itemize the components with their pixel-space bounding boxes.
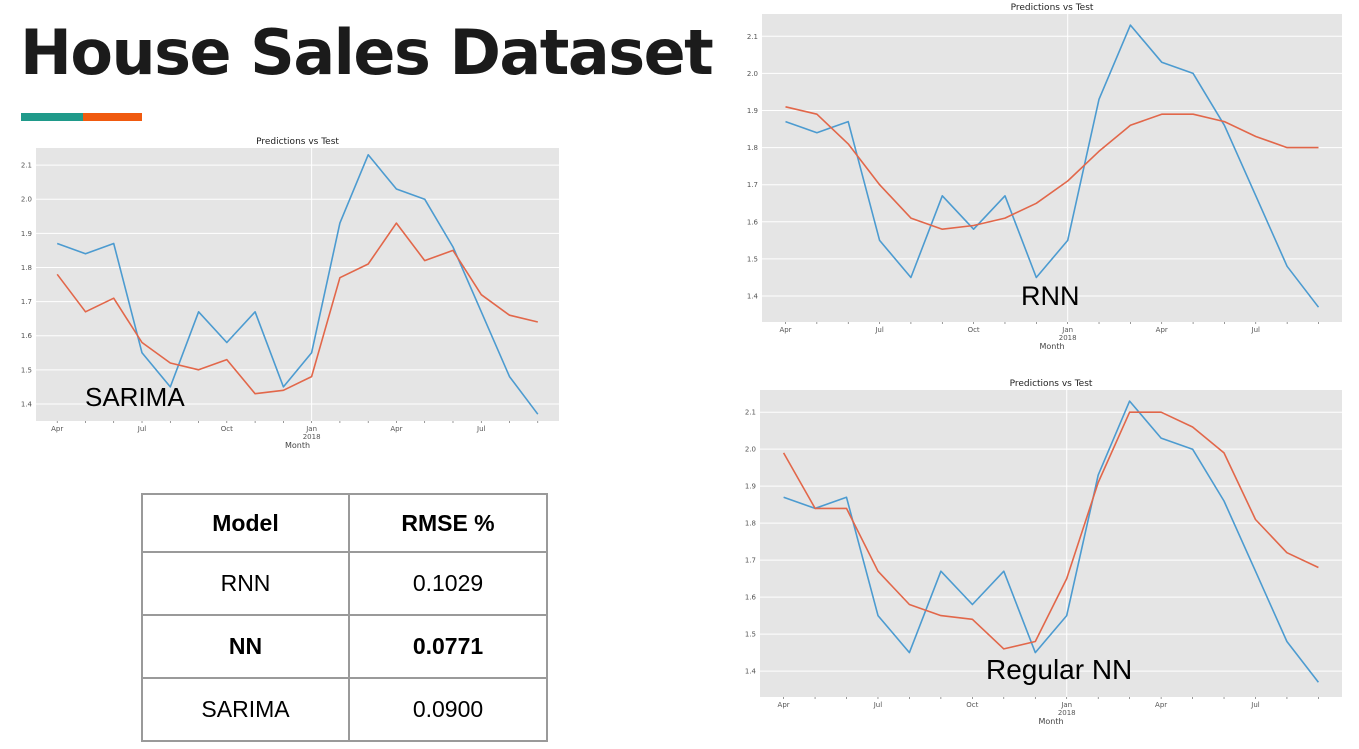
chart-nn-plot-area — [760, 390, 1342, 697]
chart-nn-ytick-label: 1.8 — [745, 520, 756, 528]
chart-sarima-xtick-label: Apr — [390, 425, 402, 433]
chart-sarima-ytick-label: 1.6 — [21, 332, 33, 340]
table-cell-model: RNN — [141, 551, 350, 616]
chart-nn-ytick-label: 2.1 — [745, 409, 756, 417]
chart-sarima: 1.4 1.5 1.6 1.7 1.8 1.9 2.0 2.1 Apr Jul Oct Jan2018… — [21, 137, 559, 450]
chart-sarima-xtick-label: Jul — [137, 425, 147, 433]
chart-rnn-ytick-label: 2.0 — [747, 70, 758, 78]
chart-caption-nn: Regular NN — [986, 654, 1133, 685]
table-row: NN 0.0771 — [141, 614, 548, 679]
table-row: RNN 0.1029 — [141, 551, 548, 616]
chart-rnn-ytick-label: 1.6 — [747, 218, 759, 226]
chart-nn-ytick-label: 1.6 — [745, 594, 757, 602]
chart-rnn-ytick-label: 1.5 — [747, 255, 758, 263]
table-cell-model: NN — [141, 614, 350, 679]
table-header-model: Model — [141, 493, 350, 553]
chart-nn-xtick-label: Jul — [1250, 701, 1260, 709]
table-cell-rmse: 0.1029 — [348, 551, 548, 616]
chart-rnn-xtick-label: Jul — [1251, 326, 1261, 334]
chart-caption-rnn: RNN — [1021, 281, 1080, 311]
chart-rnn-xtick-label: Jan — [1061, 326, 1073, 334]
chart-nn: 1.4 1.5 1.6 1.7 1.8 1.9 2.0 2.1 Apr Jul Oct Jan2018… — [745, 379, 1342, 726]
chart-sarima-title: Predictions vs Test — [256, 137, 339, 147]
rmse-table: Model RMSE % RNN 0.1029 NN 0.0771 SARIMA… — [141, 493, 548, 742]
chart-nn-xtick-label: Apr — [1155, 701, 1167, 709]
accent-bar-orange — [83, 113, 142, 121]
chart-nn-xtick-label: Oct — [966, 701, 978, 709]
chart-sarima-ytick-label: 1.9 — [21, 230, 32, 238]
chart-rnn-xtick-label: Jul — [874, 326, 884, 334]
chart-sarima-ytick-label: 1.4 — [21, 400, 33, 408]
chart-rnn-series-prediction-line — [785, 106, 1319, 230]
chart-sarima-xlabel: Month — [285, 441, 310, 450]
chart-nn-xtick-label: Jan — [1060, 701, 1072, 709]
chart-rnn-xlabel: Month — [1039, 342, 1064, 351]
chart-rnn-ytick-label: 1.7 — [747, 181, 758, 189]
chart-sarima-xtick-label: Apr — [51, 425, 63, 433]
chart-sarima-plot-area — [36, 148, 559, 421]
chart-nn-ytick-label: 1.5 — [745, 631, 756, 639]
chart-rnn-plot-area — [762, 14, 1342, 322]
chart-nn-xtick-year-label: 2018 — [1058, 709, 1076, 717]
chart-nn-ytick-label: 1.7 — [745, 557, 756, 565]
chart-nn-series-prediction-line — [782, 411, 1319, 650]
table-row: SARIMA 0.0900 — [141, 677, 548, 742]
page-title: House Sales Dataset — [20, 16, 714, 89]
chart-nn-series-test-line — [783, 400, 1320, 683]
chart-caption-sarima: SARIMA — [85, 382, 185, 412]
chart-rnn-ytick-label: 1.8 — [747, 144, 758, 152]
chart-rnn-ytick-label: 1.9 — [747, 107, 758, 115]
chart-rnn-xtick-year-label: 2018 — [1059, 334, 1077, 342]
chart-rnn-xtick-label: Oct — [968, 326, 980, 334]
chart-nn-ytick-label: 1.4 — [745, 668, 757, 676]
table-header-rmse: RMSE % — [348, 493, 548, 553]
chart-rnn-ytick-label: 1.4 — [747, 293, 759, 301]
table-cell-model: SARIMA — [141, 677, 350, 742]
chart-sarima-xtick-year-label: 2018 — [303, 433, 321, 441]
chart-nn-ytick-label: 1.9 — [745, 483, 756, 491]
chart-rnn-title: Predictions vs Test — [1011, 3, 1094, 13]
chart-nn-ytick-label: 2.0 — [745, 446, 756, 454]
chart-sarima-xtick-label: Oct — [221, 425, 233, 433]
accent-bar-teal — [21, 113, 83, 121]
chart-sarima-xtick-label: Jul — [476, 425, 486, 433]
chart-rnn-xtick-label: Apr — [779, 326, 791, 334]
chart-nn-title: Predictions vs Test — [1010, 379, 1093, 389]
table-cell-rmse: 0.0900 — [348, 677, 548, 742]
chart-rnn-ytick-label: 2.1 — [747, 33, 758, 41]
chart-rnn-series-test-line — [785, 24, 1320, 308]
chart-sarima-ytick-label: 2.0 — [21, 196, 32, 204]
chart-rnn-xtick-label: Apr — [1156, 326, 1168, 334]
chart-sarima-ytick-label: 1.8 — [21, 264, 32, 272]
chart-sarima-xtick-label: Jan — [305, 425, 317, 433]
chart-nn-xtick-label: Jul — [873, 701, 883, 709]
chart-nn-xlabel: Month — [1038, 717, 1063, 726]
table-cell-rmse: 0.0771 — [348, 614, 548, 679]
chart-sarima-ytick-label: 1.5 — [21, 366, 32, 374]
table-header-row: Model RMSE % — [141, 493, 548, 553]
chart-sarima-ytick-label: 1.7 — [21, 298, 32, 306]
chart-nn-xtick-label: Apr — [778, 701, 790, 709]
chart-sarima-series-prediction-line — [56, 222, 538, 395]
chart-sarima-ytick-label: 2.1 — [21, 162, 32, 170]
chart-rnn: 1.4 1.5 1.6 1.7 1.8 1.9 2.0 2.1 Apr Jul Oct Jan2018… — [747, 3, 1342, 351]
